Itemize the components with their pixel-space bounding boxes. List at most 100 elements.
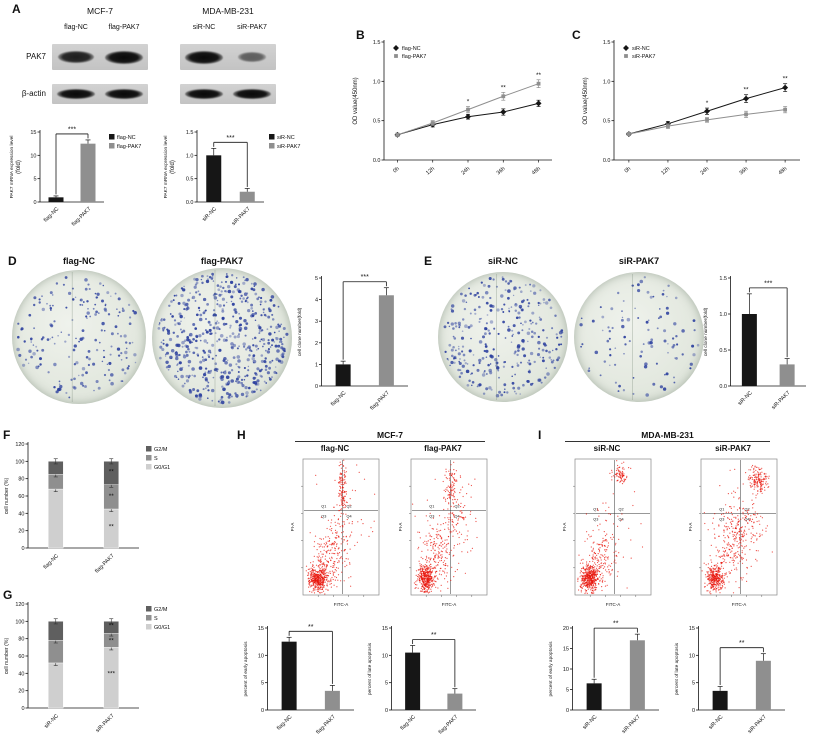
svg-text:5: 5 [315,276,318,282]
svg-text:1.0: 1.0 [373,79,381,85]
svg-text:OD value(450nm): OD value(450nm) [353,77,359,124]
chart-svg: 0 5 10 15 PAK7 mRNA expression level (fold) fl… [9,126,141,227]
svg-text:1.5: 1.5 [373,40,381,46]
svg-text:Q1: Q1 [429,505,434,509]
panel-label-h: H [237,428,246,442]
svg-text:0: 0 [261,708,264,714]
svg-text:**: ** [109,623,115,630]
svg-text:siR-NC: siR-NC [201,206,218,223]
svg-text:**: ** [109,637,115,644]
svg-text:PAK7 mRNA expression level: PAK7 mRNA expression level [9,136,15,199]
svg-text:*: * [467,99,470,106]
early-apoptosis-chart-mcf7: 0 5 10 15 percent of early apoptosis flag-NC f… [240,614,362,740]
svg-text:10: 10 [258,653,264,659]
svg-text:60: 60 [18,494,24,500]
svg-text:PI-A: PI-A [688,523,693,532]
cell-cycle-chart-mdamb231: 0 20 40 60 80 100 120 cell number (%) siR-NC siR-… [0,594,185,740]
svg-text:percent of late apoptosis: percent of late apoptosis [674,642,680,695]
chart-svg: Q1 Q2 Q3 Q4 PI-A FITC-A [562,458,652,607]
colony-dots-svg [443,274,564,400]
svg-text:G2/M: G2/M [154,607,168,613]
svg-text:0.5: 0.5 [603,119,611,125]
svg-text:**: ** [744,87,750,94]
svg-text:1.0: 1.0 [603,79,611,85]
svg-text:0: 0 [385,708,388,714]
chart-svg: 0 5 10 15 percent of early apoptosis flag-NC f… [243,624,354,736]
blot-row-label: PAK7 [26,52,46,61]
colony-dots-svg [16,272,137,402]
svg-text:0: 0 [692,708,695,714]
svg-text:Q4: Q4 [745,517,750,521]
section-title-mdamb231: MDA-MB-231 [565,430,770,442]
svg-text:0h: 0h [392,166,401,175]
svg-text:10: 10 [382,653,388,659]
blot-lane-label: siR-PAK7 [237,24,267,31]
svg-text:**: ** [308,624,314,631]
svg-text:FITC-A: FITC-A [334,602,349,607]
svg-text:5: 5 [566,688,569,694]
panel-label-e: E [424,254,433,268]
svg-text:flag-PAK7: flag-PAK7 [71,206,92,227]
svg-text:12h: 12h [660,166,671,177]
flow-plot-flag-nc: Q1 Q2 Q3 Q4 PI-A FITC-A [288,456,382,610]
svg-text:40: 40 [18,511,24,517]
svg-text:FITC-A: FITC-A [606,602,621,607]
chart-svg: 0 5 10 15 percent of late apoptosis flag-NC fl… [367,626,476,736]
svg-text:1.0: 1.0 [719,312,727,318]
panel-label-f: F [3,428,11,442]
svg-text:**: ** [783,76,789,83]
blot-lane-label: flag-NC [64,24,88,31]
svg-text:Q4: Q4 [619,517,624,521]
svg-text:***: *** [68,126,76,133]
svg-text:**: ** [501,84,507,91]
svg-text:0.5: 0.5 [373,119,381,125]
svg-text:10: 10 [689,653,695,659]
chart-svg: 0 5 10 15 20 percent of early apoptosis siR-NC… [548,621,659,735]
mrna-expression-chart-mcf7: 0 5 10 15 PAK7 mRNA expression level (fold) fl… [6,118,158,232]
late-apoptosis-chart-mdamb231: 0 5 10 15 percent of late apoptosis siR-NC siR… [671,614,793,740]
flow-plot-sir-pak7: Q1 Q2 Q3 Q4 PI-A FITC-A [686,456,780,610]
flow-label-sir-nc: siR-NC [593,444,621,453]
svg-text:120: 120 [15,442,24,448]
svg-text:80: 80 [18,637,24,643]
colony-dish-sir-nc [438,272,568,402]
blot-band [58,50,94,63]
svg-text:***: *** [764,280,772,287]
svg-text:4: 4 [315,298,318,304]
svg-text:48h: 48h [531,166,542,177]
colony-dish-flag-nc [12,270,146,404]
svg-text:siR-NC: siR-NC [582,714,599,731]
blot-band [237,52,267,62]
chart-svg: Q1 Q2 Q3 Q4 PI-A FITC-A [290,458,380,607]
clone-number-chart-mcf7: 0 1 2 3 4 5 cell clone number(fold) flag-NC flag… [294,264,416,416]
panel-label-a: A [12,2,21,16]
cell-cycle-chart-mcf7: 0 20 40 60 80 100 120 cell number (%) flag-NC fla… [0,434,185,580]
svg-text:1.5: 1.5 [603,40,611,46]
svg-text:cell number (%): cell number (%) [4,638,10,675]
svg-text:siR-PAK7: siR-PAK7 [95,713,116,734]
blot-band [233,89,271,99]
blot-membrane [180,84,276,104]
svg-text:0: 0 [21,706,24,712]
chart-svg: 0.0 0.5 1.0 1.5 OD value(450nm) 0h 12h 24h 36h 48… [583,40,800,177]
svg-text:flag-NC: flag-NC [276,714,293,731]
svg-text:10: 10 [30,153,36,159]
svg-text:36h: 36h [496,166,507,177]
blot-group-title: MDA-MB-231 [202,6,254,16]
svg-text:Q3: Q3 [321,515,326,519]
svg-text:0.5: 0.5 [186,177,194,183]
svg-text:G0/G1: G0/G1 [154,465,170,471]
clone-number-chart-mdamb231: 0.0 0.5 1.0 1.5 cell clone number(fold) siR-N… [700,264,814,416]
svg-text:siR-PAK7: siR-PAK7 [771,390,792,411]
flow-plot-sir-nc: Q1 Q2 Q3 Q4 PI-A FITC-A [560,456,654,610]
svg-text:48h: 48h [778,166,789,177]
svg-text:percent of early apoptosis: percent of early apoptosis [243,641,249,697]
svg-text:**: ** [431,632,437,639]
colony-dots-svg [157,270,289,406]
svg-text:1.5: 1.5 [186,130,194,136]
svg-text:15: 15 [258,626,264,632]
svg-text:Q4: Q4 [347,515,352,519]
svg-text:Q3: Q3 [593,517,598,521]
svg-text:FITC-A: FITC-A [732,602,747,607]
